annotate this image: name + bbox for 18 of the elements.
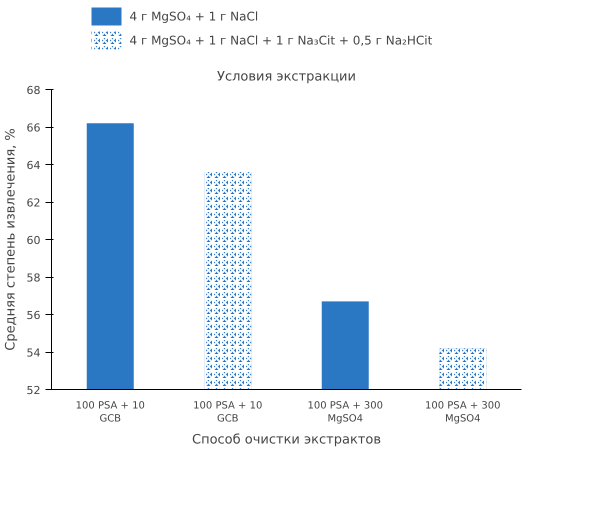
y-tick-label: 62 bbox=[26, 196, 41, 210]
legend-label: 4 г MgSO₄ + 1 г NaCl bbox=[130, 10, 258, 24]
x-tick-label: 100 PSA + 300 MgSO4 bbox=[425, 400, 501, 425]
legend-label: 4 г MgSO₄ + 1 г NaCl + 1 г Na₃Cit + 0,5 г Na₂HCit bbox=[130, 34, 433, 48]
x-tick-label: 100 PSA + 300 MgSO4 bbox=[308, 400, 384, 425]
x-axis-title: Способ очистки экстрактов bbox=[192, 432, 381, 448]
legend-title: Условия экстракции bbox=[217, 70, 356, 84]
y-tick-label: 68 bbox=[26, 84, 41, 97]
y-axis-title: Средняя степень извлечения, % bbox=[4, 128, 19, 351]
y-tick-label: 66 bbox=[26, 122, 41, 134]
y-tick-label: 52 bbox=[26, 384, 41, 397]
y-tick-label: 58 bbox=[26, 272, 41, 284]
y-tick-label: 54 bbox=[26, 346, 41, 360]
y-tick-label: 64 bbox=[26, 159, 41, 172]
y-tick-label: 60 bbox=[26, 234, 41, 247]
x-tick-label: 100 PSA + 10 GCB bbox=[193, 400, 262, 425]
x-tick-label: 100 PSA + 10 GCB bbox=[76, 400, 145, 425]
y-tick-label: 56 bbox=[26, 309, 41, 322]
